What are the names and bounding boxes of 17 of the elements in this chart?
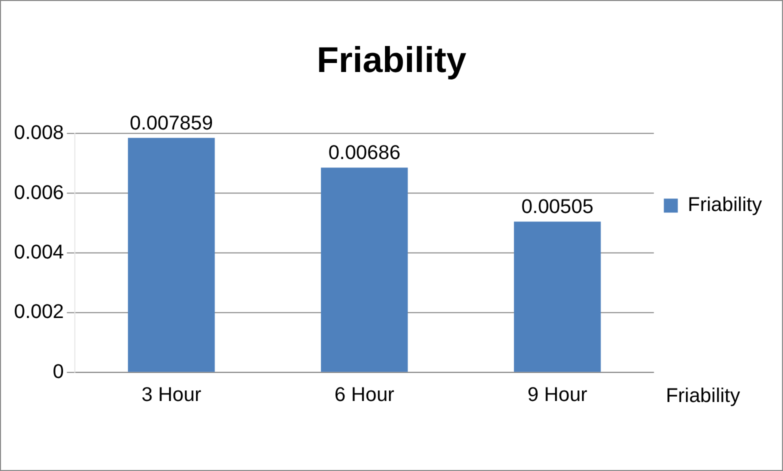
x-tick-label: 9 Hour [527, 384, 588, 406]
y-tick-label: 0.008 [14, 122, 64, 144]
text: Friability [666, 384, 740, 407]
y-tick-label: 0.006 [14, 182, 64, 204]
bar [128, 138, 215, 372]
y-tick-label: 0 [52, 360, 64, 383]
bar [320, 168, 408, 372]
y-tick-label: 0.002 [14, 301, 64, 324]
bar [514, 222, 601, 372]
legend-label: Friability [688, 194, 762, 216]
data-label: 0.00505 [521, 196, 594, 218]
chart-title: Friability [316, 40, 466, 80]
data-label: 0.007859 [130, 112, 213, 134]
y-tick-label: 0.004 [14, 242, 64, 264]
x-tick-label: 3 Hour [141, 384, 202, 406]
data-label: 0.00686 [328, 142, 400, 164]
x-tick-label: 6 Hour [334, 384, 395, 406]
